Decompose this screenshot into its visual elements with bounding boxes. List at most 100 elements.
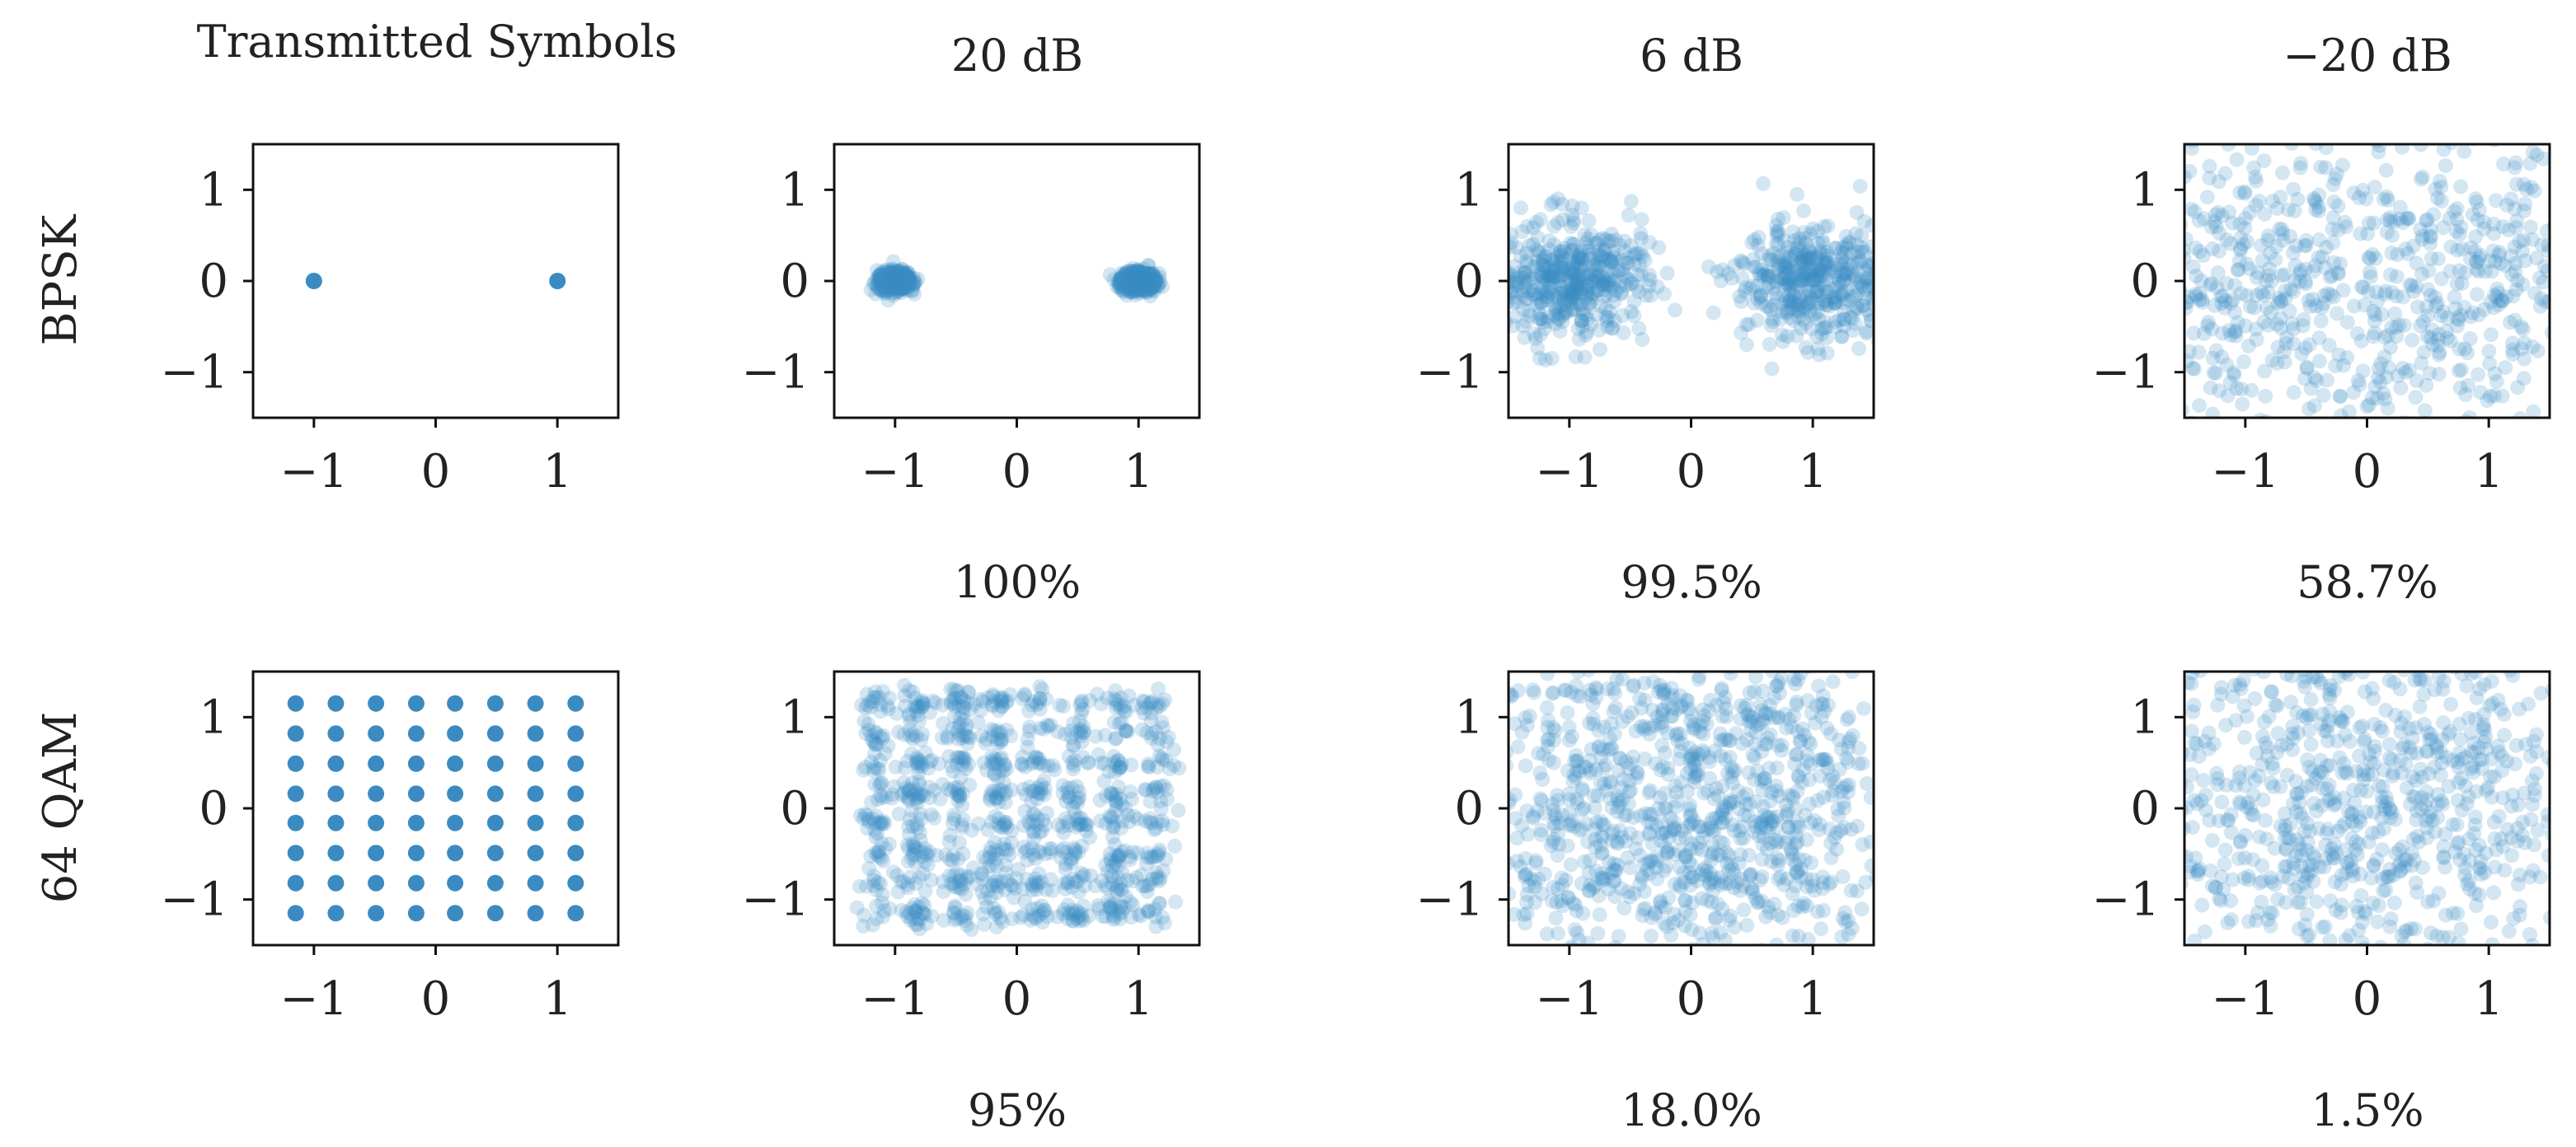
- scatter-point: [869, 808, 884, 824]
- scatter-point: [1580, 283, 1596, 298]
- scatter-point: [1782, 273, 1798, 288]
- scatter-point: [2483, 294, 2499, 310]
- scatter-point: [2451, 760, 2466, 775]
- scatter-point: [879, 269, 894, 285]
- scatter-point: [899, 265, 915, 280]
- scatter-point: [2549, 274, 2550, 279]
- scatter-point: [987, 765, 1002, 781]
- scatter-point: [1785, 788, 1800, 803]
- scatter-point: [2424, 336, 2440, 352]
- scatter-point: [1696, 726, 1711, 742]
- scatter-point: [1838, 229, 1854, 244]
- scatter-point: [1796, 311, 1812, 327]
- scatter-point: [1873, 824, 1874, 829]
- scatter-point: [2333, 388, 2348, 404]
- scatter-point: [1715, 901, 1730, 917]
- scatter-point: [1128, 276, 1144, 292]
- scatter-point: [2293, 263, 2309, 279]
- scatter-point: [2361, 250, 2377, 265]
- scatter-point: [327, 695, 345, 712]
- scatter-point: [567, 725, 584, 742]
- scatter-point: [1484, 309, 1499, 324]
- scatter-point: [1733, 698, 1748, 714]
- scatter-point: [2355, 279, 2371, 295]
- scatter-point: [1159, 782, 1175, 798]
- scatter-point: [1569, 249, 1584, 265]
- scatter-point: [1111, 761, 1127, 777]
- scatter-point: [2361, 397, 2377, 413]
- scatter-point: [1703, 866, 1718, 882]
- scatter-point: [898, 272, 913, 288]
- scatter-point: [1842, 777, 1856, 793]
- scatter-point: [2095, 215, 2110, 230]
- scatter-point: [1860, 270, 1874, 286]
- scatter-point: [1142, 281, 1157, 297]
- scatter-point: [1141, 904, 1157, 920]
- scatter-point: [1587, 878, 1602, 893]
- scatter-point: [916, 788, 931, 803]
- scatter-point: [2330, 222, 2346, 238]
- scatter-point: [890, 275, 906, 291]
- scatter-point: [875, 279, 890, 295]
- scatter-point: [1762, 697, 1778, 713]
- scatter-point: [1727, 920, 1743, 935]
- scatter-point: [2457, 265, 2473, 280]
- scatter-point: [2351, 836, 2367, 852]
- scatter-point: [990, 756, 1006, 772]
- scatter-point: [875, 909, 891, 925]
- scatter-point: [999, 695, 1014, 710]
- scatter-point: [884, 276, 900, 291]
- scatter-point: [873, 876, 889, 892]
- scatter-point: [2259, 300, 2274, 316]
- scatter-point: [1517, 269, 1532, 285]
- scatter-point: [1111, 849, 1127, 864]
- scatter-point: [2453, 307, 2469, 323]
- scatter-point: [2358, 804, 2374, 820]
- scatter-point: [2354, 279, 2370, 294]
- scatter-point: [1851, 285, 1866, 301]
- scatter-point: [1798, 339, 1814, 355]
- scatter-point: [1132, 271, 1147, 287]
- scatter-point: [2237, 184, 2253, 199]
- scatter-point: [1541, 269, 1555, 284]
- scatter-point: [866, 873, 882, 888]
- scatter-point: [1119, 265, 1134, 281]
- scatter-point: [407, 725, 425, 742]
- scatter-point: [1141, 756, 1157, 772]
- column-title-minus20db: −20 dB: [2283, 30, 2452, 82]
- scatter-point: [1525, 283, 1541, 298]
- scatter-point: [1607, 313, 1622, 329]
- scatter-point: [1119, 873, 1135, 887]
- scatter-point: [287, 874, 304, 892]
- scatter-point: [2523, 219, 2538, 235]
- scatter-point: [1126, 278, 1142, 293]
- scatter-point: [2401, 363, 2417, 378]
- scatter-point: [1827, 830, 1842, 845]
- scatter-point: [1145, 267, 1161, 283]
- scatter-point: [1841, 754, 1856, 770]
- scatter-point: [1703, 692, 1719, 708]
- scatter-point: [1513, 859, 1528, 874]
- scatter-point: [1582, 882, 1598, 898]
- scatter-point: [1577, 258, 1593, 273]
- scatter-point: [1778, 809, 1794, 825]
- scatter-point: [2165, 246, 2180, 261]
- scatter-point: [1118, 268, 1133, 283]
- scatter-point: [886, 277, 902, 293]
- scatter-point: [1642, 272, 1658, 288]
- row-label-bpsk: BPSK: [34, 213, 87, 345]
- scatter-point: [995, 841, 1011, 857]
- scatter-point: [1509, 831, 1525, 846]
- scatter-point: [1863, 312, 1874, 328]
- scatter-point: [1128, 274, 1143, 289]
- scatter-point: [1528, 214, 1544, 230]
- scatter-point: [2361, 215, 2377, 231]
- scatter-point: [2257, 206, 2273, 222]
- scatter-point: [2507, 239, 2522, 255]
- scatter-point: [996, 763, 1011, 779]
- scatter-point: [1684, 922, 1700, 937]
- scatter-point: [2400, 210, 2416, 226]
- scatter-point: [1643, 288, 1659, 303]
- scatter-point: [896, 267, 911, 283]
- scatter-point: [1817, 703, 1832, 719]
